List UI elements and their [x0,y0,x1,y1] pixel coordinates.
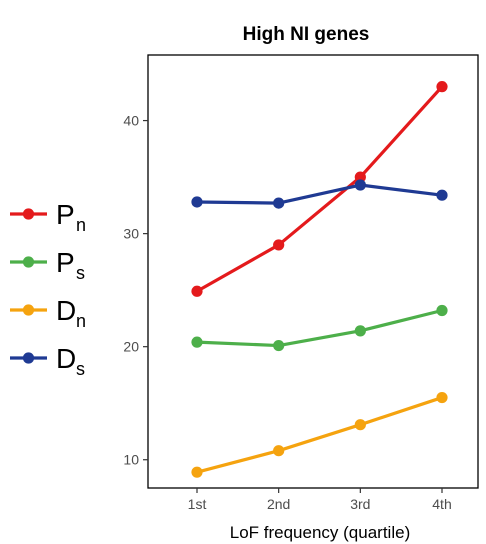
legend-subscript: n [76,311,86,331]
series-pn [191,81,448,297]
series-line [195,85,444,293]
data-point [191,336,203,348]
chart-title: High NI genes [243,24,370,45]
x-axis-label: LoF frequency (quartile) [230,523,410,542]
legend-label: P [56,199,75,230]
y-axis: 10 20 30 40 [123,113,148,468]
data-point [354,171,366,183]
data-point [191,285,203,297]
y-tick-label: 30 [123,226,139,242]
legend-marker [22,256,35,268]
data-point [436,189,448,201]
series-line [195,183,444,205]
series-layer [191,81,448,478]
legend-marker [22,208,35,220]
plot-area [147,54,479,489]
data-point [273,239,285,251]
y-tick-label: 40 [123,113,139,129]
x-tick-label: 1st [188,496,207,512]
series-ps [191,304,448,352]
y-tick-label: 10 [123,452,139,468]
data-point [354,179,366,191]
legend-marker [22,304,35,316]
legend-label: D [56,343,76,374]
series-line [195,395,444,474]
legend-subscript: n [76,215,86,235]
data-point [273,197,285,209]
data-point [436,304,448,317]
data-point [354,325,366,337]
x-tick-label: 2nd [267,496,290,512]
x-tick-label: 4th [432,496,451,512]
series-dn [191,391,448,478]
y-tick-label: 20 [123,339,139,355]
data-point [191,196,203,208]
legend-label: D [56,295,76,326]
series-ds [191,179,448,209]
data-point [436,391,448,404]
legend-subscript: s [76,263,85,283]
plot-border [147,54,479,489]
x-tick-label: 3rd [350,496,370,512]
series-line [195,308,444,348]
data-point [354,419,366,431]
legend-label: P [56,247,75,278]
legend-marker [22,352,35,364]
x-axis: 1st 2nd 3rd 4th [188,488,452,512]
data-point [273,445,285,457]
data-point [436,81,448,93]
legend-subscript: s [76,359,85,379]
data-point [273,339,285,352]
data-point [191,466,203,478]
